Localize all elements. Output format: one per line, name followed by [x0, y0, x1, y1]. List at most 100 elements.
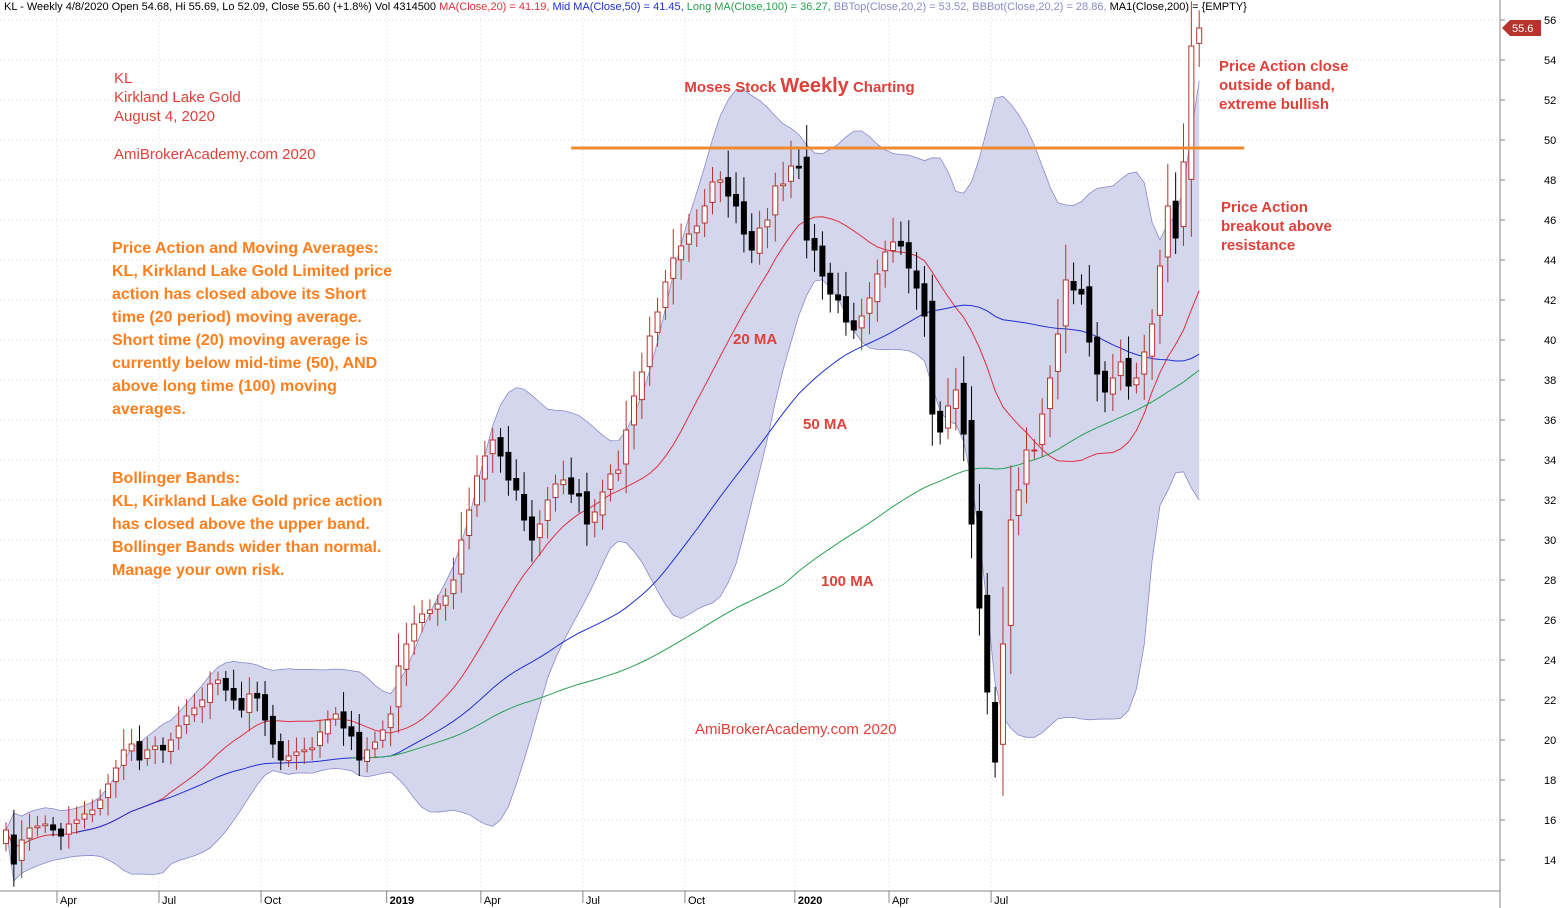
candle-body: [324, 719, 331, 735]
candle-body: [81, 813, 88, 820]
candle-body: [230, 688, 237, 701]
y-tick-label: 36: [1544, 415, 1556, 427]
candle-body: [269, 715, 276, 745]
candle-body: [717, 179, 724, 183]
x-tick-label: Apr: [484, 895, 501, 907]
y-tick-label: 26: [1544, 615, 1556, 627]
candle-body: [458, 539, 465, 575]
candle-body: [984, 594, 991, 693]
candle-body: [850, 320, 857, 331]
candle-body: [835, 294, 842, 301]
ma-text-line: Price Action and Moving Averages:: [112, 240, 379, 257]
candle-body: [128, 743, 135, 752]
x-tick-label: Jul: [586, 895, 600, 907]
candle-body: [1078, 288, 1085, 295]
candle-body: [466, 509, 473, 536]
y-tick-label: 52: [1544, 95, 1556, 107]
candle-body: [89, 809, 96, 816]
candle-body: [442, 595, 449, 606]
candle-body: [419, 613, 426, 623]
candle-body: [670, 257, 677, 279]
y-tick-label: 46: [1544, 215, 1556, 227]
candle-body: [3, 829, 9, 845]
bb-text-line: Manage your own risk.: [112, 562, 285, 579]
candle-body: [952, 389, 959, 409]
candle-body: [136, 741, 143, 761]
label-50ma: 50 MA: [803, 416, 848, 433]
candle-body: [1156, 265, 1163, 316]
candle-body: [1133, 377, 1140, 386]
candle-body: [160, 744, 166, 751]
candle-body: [254, 692, 261, 699]
candle-body: [788, 165, 794, 182]
candle-body: [960, 382, 967, 435]
ticker-block: KL Kirkland Lake Gold August 4, 2020: [114, 69, 241, 126]
price-action-close-note: Price Action close outside of band, extr…: [1219, 57, 1349, 114]
candle-body: [623, 429, 630, 465]
candle-body: [411, 623, 418, 642]
candle-body: [913, 270, 920, 289]
candle-body: [262, 694, 269, 721]
candle-body: [426, 609, 433, 614]
candle-body: [976, 510, 983, 609]
candle-body: [50, 824, 57, 831]
candle-body: [293, 751, 300, 756]
title-post: Charting: [848, 79, 915, 96]
candle-body: [34, 825, 41, 829]
ma50-line: [76, 304, 1200, 833]
candle-body: [764, 219, 771, 228]
candle-body: [858, 315, 865, 329]
candle-body: [183, 715, 190, 725]
candle-body: [678, 245, 685, 261]
pa-breakout-line-3: resistance: [1221, 237, 1296, 254]
ma-text-line: time (20 period) moving average.: [112, 309, 362, 326]
y-tick-label: 22: [1544, 695, 1556, 707]
chart-header: KL - Weekly 4/8/2020 Open 54.68, Hi 55.6…: [4, 1, 1247, 13]
candle-body: [945, 405, 951, 429]
candle-body: [921, 283, 928, 317]
candle-body: [1094, 336, 1101, 375]
candle-body: [866, 297, 873, 314]
candle-body: [450, 579, 457, 595]
candle-body: [474, 475, 480, 506]
candle-body: [191, 707, 198, 716]
x-tick-label: Apr: [60, 895, 77, 907]
candle-body: [803, 156, 810, 241]
bb-text-line: Bollinger Bands:: [112, 470, 241, 487]
candle-body: [175, 725, 182, 739]
y-tick-label: 20: [1544, 735, 1556, 747]
pa-close-line-1: Price Action close: [1219, 58, 1349, 75]
candle-body: [709, 181, 716, 203]
x-tick-label: Oct: [264, 895, 281, 907]
candle-body: [631, 395, 637, 426]
y-tick-label: 54: [1544, 55, 1556, 67]
candle-body: [1125, 357, 1132, 387]
y-tick-label: 42: [1544, 295, 1556, 307]
candle-body: [560, 479, 567, 486]
candle-body: [615, 469, 622, 474]
candlesticks: [3, 1, 1203, 887]
candle-body: [10, 834, 17, 865]
candle-body: [568, 477, 575, 495]
header-segment: Long MA(Close,100) = 36.27,: [686, 1, 834, 13]
x-tick-label: 2020: [798, 895, 822, 907]
candle-body: [238, 698, 245, 711]
candle-body: [497, 437, 504, 457]
candle-body: [42, 823, 49, 827]
label-20ma: 20 MA: [733, 331, 778, 348]
last-price-label: 55.6: [1512, 23, 1533, 35]
x-tick-label: Jul: [994, 895, 1008, 907]
candle-body: [552, 483, 559, 499]
candle-body: [285, 755, 292, 762]
ma-text-line: KL, Kirkland Lake Gold Limited price: [112, 263, 393, 280]
candle-body: [701, 205, 708, 224]
x-tick-label: Oct: [688, 895, 705, 907]
candle-body: [505, 451, 512, 481]
candle-body: [638, 371, 645, 401]
candle-body: [1070, 281, 1077, 291]
pa-breakout-line-1: Price Action: [1221, 199, 1308, 216]
candle-body: [654, 311, 661, 333]
y-tick-label: 30: [1544, 535, 1556, 547]
header-segment: BBTop(Close,20,2) = 53.52, BBBot(Close,2…: [833, 1, 1110, 13]
